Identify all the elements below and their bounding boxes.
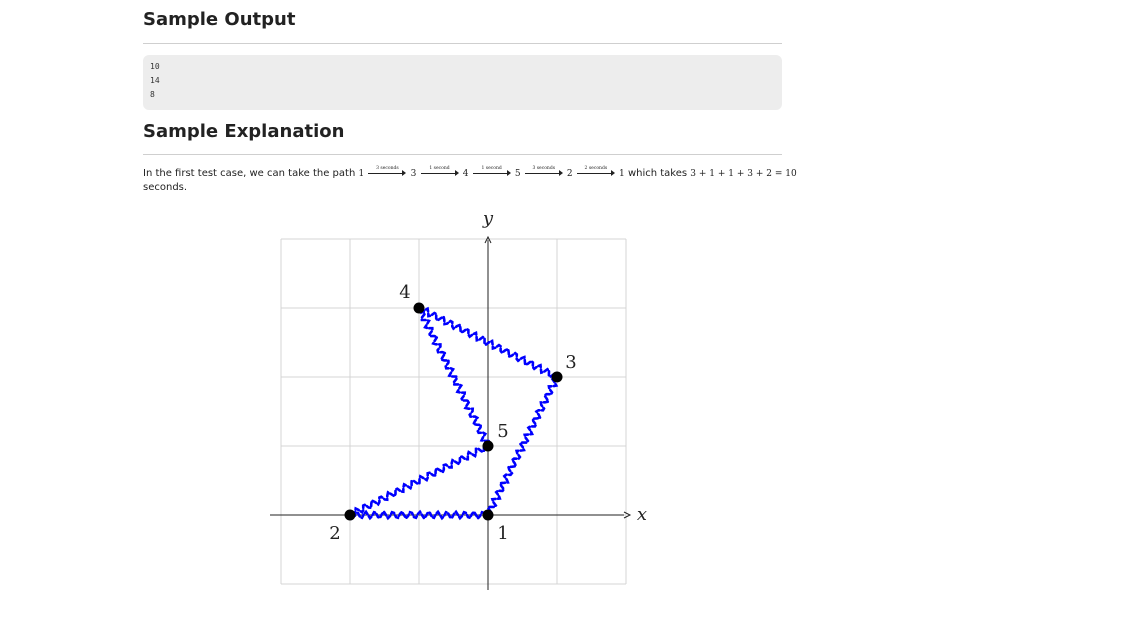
graph-node: [482, 440, 494, 452]
path-node: 3: [410, 169, 417, 179]
node-label: 4: [399, 282, 410, 303]
output-line: 10: [150, 62, 160, 71]
sample-output-block: 10 14 8: [143, 55, 782, 110]
sample-explanation-heading: Sample Explanation: [143, 121, 345, 142]
edge-label: 2 seconds: [584, 166, 608, 171]
explanation-paragraph: In the first test case, we can take the …: [143, 166, 797, 181]
path-arrow: 3 seconds: [524, 166, 563, 178]
output-line: 8: [150, 90, 155, 99]
graph-node: [344, 509, 356, 521]
edge-label: 1 second: [481, 166, 502, 171]
edge-label: 3 seconds: [376, 166, 399, 171]
node-label: 5: [497, 421, 508, 442]
node-label: 3: [565, 352, 576, 373]
path-node: 2: [566, 169, 573, 179]
path-node: 4: [462, 169, 469, 179]
graph-edge: [486, 376, 561, 517]
path-arrow: 3 seconds: [368, 166, 407, 178]
graph-node: [482, 509, 494, 521]
node-label: 1: [497, 523, 508, 544]
graph-edge: [418, 304, 559, 379]
graph-node: [551, 371, 563, 383]
graph-edge: [348, 509, 490, 521]
graph-edge: [347, 442, 490, 518]
y-axis-arrowhead: [484, 235, 492, 244]
x-axis-arrowhead: [623, 511, 632, 519]
edge-label: 1 second: [429, 166, 450, 171]
heading-divider: [143, 43, 782, 44]
graph-edge: [415, 306, 491, 449]
edge-label: 3 seconds: [532, 166, 556, 171]
path-node: 1: [358, 169, 365, 179]
path-arrow: 2 seconds: [576, 166, 615, 178]
sample-output-heading: Sample Output: [143, 9, 296, 30]
explanation-text: which takes: [627, 168, 688, 179]
explanation-text: In the first test case, we can take the …: [143, 168, 356, 179]
graph-node: [413, 302, 425, 314]
x-axis-label: x: [637, 504, 647, 525]
output-line: 14: [150, 76, 160, 85]
path-arrow: 1 second: [472, 166, 511, 178]
sum-formula: 3 + 1 + 1 + 3 + 2 = 10: [690, 169, 797, 179]
path-node: 5: [514, 169, 521, 179]
heading-divider: [143, 154, 782, 155]
node-label: 2: [329, 523, 340, 544]
y-axis-label: y: [482, 208, 494, 229]
path-arrow: 1 second: [420, 166, 459, 178]
path-node: 1: [619, 169, 625, 179]
explanation-text-end: seconds.: [143, 182, 188, 193]
